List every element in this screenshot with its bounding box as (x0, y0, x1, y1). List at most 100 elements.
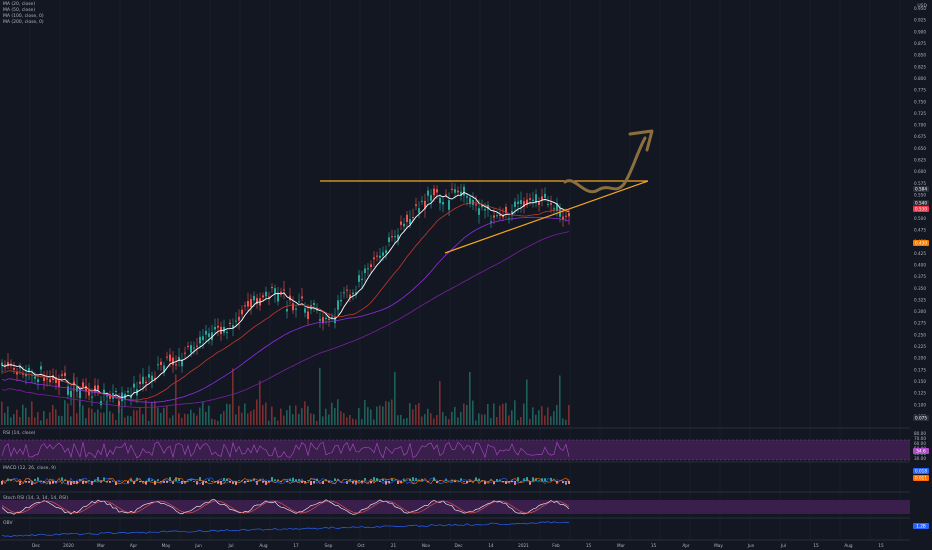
macd-bar (325, 479, 327, 481)
volume-bar (439, 380, 441, 425)
time-axis-label: Dec (32, 543, 41, 548)
candle-body (190, 345, 192, 353)
macd-bar (73, 481, 75, 484)
macd-bar (358, 480, 360, 481)
candle-body (274, 288, 276, 295)
candle-body (280, 291, 282, 294)
volume-bar (427, 408, 429, 425)
macd-bar (157, 479, 159, 481)
volume-bar (34, 417, 36, 425)
candle-body (550, 203, 552, 205)
candle-body (73, 381, 75, 385)
volume-bar (103, 412, 105, 425)
macd-bar (64, 479, 66, 481)
price-axis-label: 0.125 (914, 391, 926, 396)
volume-bar (178, 413, 180, 425)
volume-bar (376, 406, 378, 425)
candle-body (151, 375, 153, 381)
candle-body (229, 322, 231, 324)
volume-bar (457, 417, 459, 425)
candle-body (529, 198, 531, 200)
candle-body (400, 221, 402, 225)
macd-bar (502, 481, 504, 482)
macd-bar (277, 479, 279, 481)
volume-bar (364, 400, 366, 425)
candle-body (292, 303, 294, 311)
volume-bar (157, 407, 159, 425)
volume-bar (403, 418, 405, 425)
macd-bar (61, 477, 63, 481)
macd-bar (202, 481, 204, 485)
candle-body (208, 333, 210, 337)
volume-bar (184, 413, 186, 425)
volume-bar (130, 416, 132, 425)
volume-bar (424, 414, 426, 425)
time-axis-label: Jul (227, 543, 233, 548)
candle-body (91, 396, 93, 398)
time-axis-label: Oct (357, 543, 365, 548)
volume-bar (220, 413, 222, 425)
candle-body (238, 316, 240, 321)
volume-bar (88, 407, 90, 425)
price-tag-label: 0.530 (915, 207, 927, 212)
volume-bar (166, 405, 168, 425)
price-axis-label: 0.575 (914, 181, 926, 186)
macd-bar (1, 481, 3, 485)
candle-body (388, 237, 390, 242)
candle-body (235, 320, 237, 322)
rsi-axis-label: 30.00 (914, 456, 926, 461)
candle-body (106, 395, 108, 397)
candle-body (301, 296, 303, 299)
price-axis-label: 0.425 (914, 251, 926, 256)
macd-bar (199, 477, 201, 481)
macd-bar (550, 477, 552, 481)
candle-body (364, 268, 366, 274)
volume-bar (19, 416, 21, 425)
ma50-line (1, 202, 570, 401)
candle-body (4, 364, 6, 366)
volume-bar (490, 418, 492, 425)
macd-bar (418, 479, 420, 481)
candle-body (13, 368, 15, 370)
candle-body (385, 250, 387, 254)
stoch-pane-label: Stoch RSI (14, 3, 14, 14, RSI) (3, 496, 69, 501)
candle-body (322, 317, 324, 324)
candle-body (55, 377, 57, 383)
candle-body (418, 208, 420, 213)
volume-bar (148, 420, 150, 425)
volume-bar (418, 403, 420, 425)
price-axis-label: 0.475 (914, 227, 926, 232)
volume-bar (499, 405, 501, 425)
macd-bar (133, 481, 135, 485)
legend-ma100: MA (100, close, 0) (3, 14, 44, 19)
macd-bar (532, 477, 534, 481)
price-axis-label: 0.950 (914, 6, 926, 11)
time-axis-label: Jul (780, 543, 786, 548)
volume-bar (445, 416, 447, 425)
candle-body (163, 365, 165, 373)
macd-bar (445, 478, 447, 481)
candle-body (457, 190, 459, 193)
obv-tag-label: 1.2B (916, 524, 926, 529)
macd-bar (175, 477, 177, 481)
volume-bar (484, 414, 486, 425)
candle-body (334, 316, 336, 324)
candle-body (568, 212, 570, 217)
macd-bar (271, 477, 273, 481)
time-axis-label: 2020 (63, 543, 74, 548)
candle-body (532, 199, 534, 201)
legend-ma20: MA (20, close) (3, 2, 36, 7)
macd-bar (130, 479, 132, 481)
volume-bar (28, 417, 30, 425)
candle-body (109, 394, 111, 399)
macd-bar (193, 481, 195, 482)
volume-bar (331, 402, 333, 425)
volume-bar (394, 371, 396, 425)
candle-body (28, 367, 30, 372)
volume-bar (244, 403, 246, 425)
candle-body (325, 317, 327, 319)
obv-tag (913, 523, 929, 529)
macd-bar (256, 481, 258, 485)
macd-bar (52, 481, 54, 484)
